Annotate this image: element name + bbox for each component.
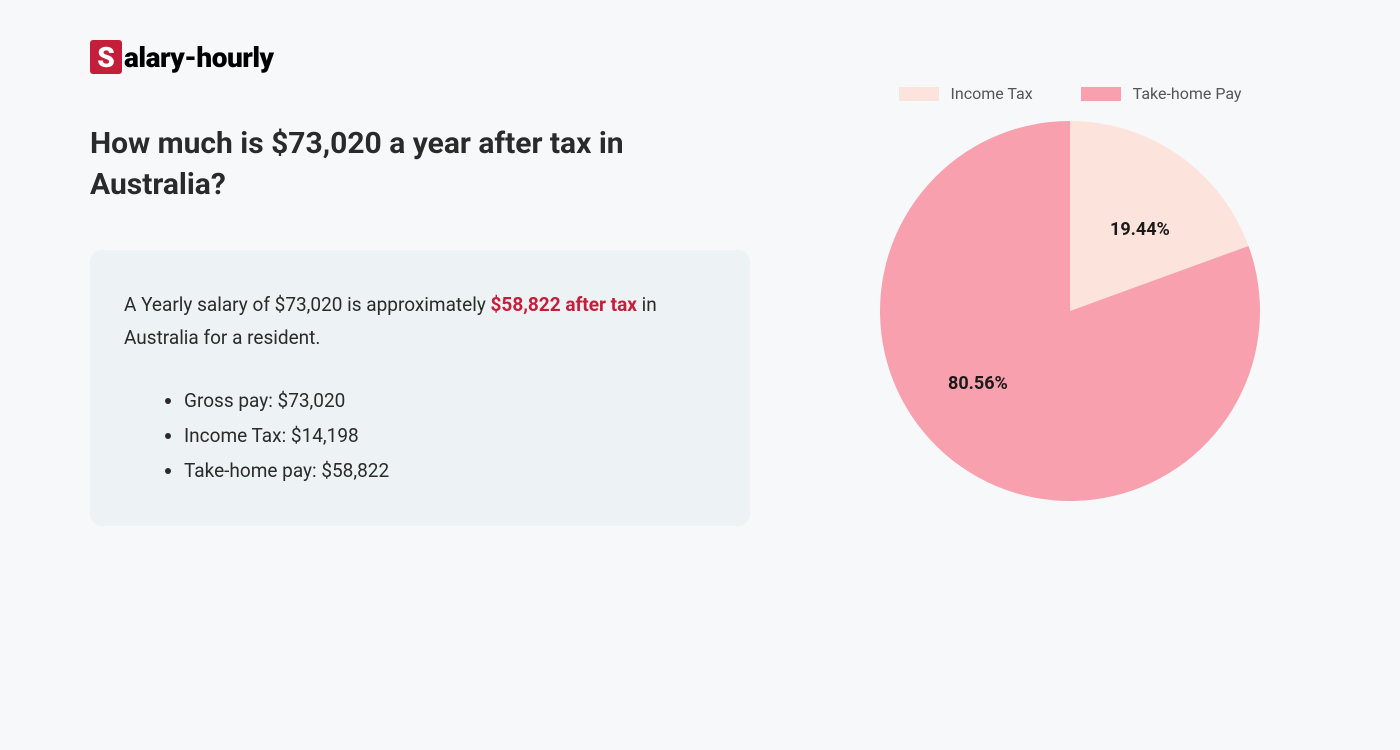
list-item-takehome: Take-home pay: $58,822	[184, 453, 716, 488]
pie-svg	[880, 121, 1260, 501]
summary-box: A Yearly salary of $73,020 is approximat…	[90, 250, 750, 526]
summary-highlight: $58,822 after tax	[491, 293, 637, 316]
breakdown-list: Gross pay: $73,020 Income Tax: $14,198 T…	[124, 383, 716, 488]
logo-s-badge: S	[90, 40, 122, 74]
legend-item-tax: Income Tax	[899, 84, 1033, 103]
list-item-gross: Gross pay: $73,020	[184, 383, 716, 418]
legend-label-tax: Income Tax	[951, 84, 1033, 103]
pie-label-tax: 19.44%	[1110, 219, 1170, 240]
main-content: How much is $73,020 a year after tax in …	[90, 124, 1310, 526]
legend-label-takehome: Take-home Pay	[1133, 84, 1242, 103]
summary-text: A Yearly salary of $73,020 is approximat…	[124, 288, 716, 355]
logo-text: alary-hourly	[124, 41, 274, 74]
site-logo: S alary-hourly	[90, 40, 1310, 74]
legend-swatch-tax	[899, 87, 939, 101]
legend-item-takehome: Take-home Pay	[1081, 84, 1242, 103]
pie-label-takehome: 80.56%	[948, 373, 1008, 394]
page-heading: How much is $73,020 a year after tax in …	[90, 124, 750, 205]
legend-swatch-takehome	[1081, 87, 1121, 101]
chart-column: Income Tax Take-home Pay 19.44% 80.56%	[830, 84, 1310, 526]
summary-prefix: A Yearly salary of $73,020 is approximat…	[124, 293, 491, 316]
left-column: How much is $73,020 a year after tax in …	[90, 124, 750, 526]
chart-legend: Income Tax Take-home Pay	[899, 84, 1242, 103]
pie-chart: 19.44% 80.56%	[880, 121, 1260, 501]
list-item-tax: Income Tax: $14,198	[184, 418, 716, 453]
